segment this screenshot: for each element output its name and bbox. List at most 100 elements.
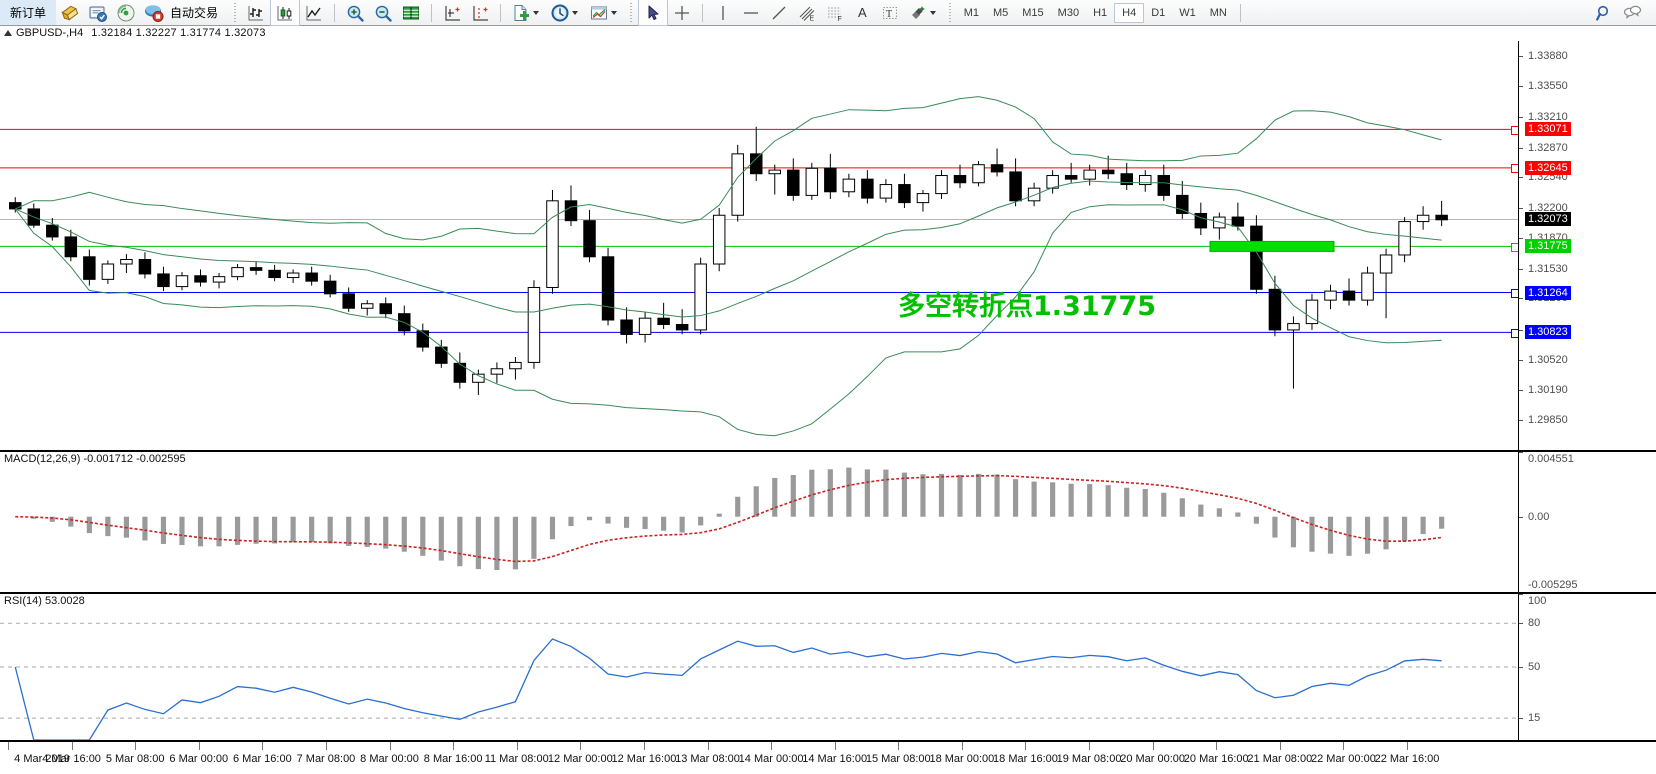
level-handle[interactable] xyxy=(1511,164,1519,174)
autotrading-button[interactable]: 自动交易 xyxy=(140,0,228,25)
time-tick xyxy=(1025,742,1027,750)
templates-dropdown-icon[interactable] xyxy=(611,10,618,15)
vertical-line-tool-icon[interactable] xyxy=(709,0,737,25)
price-tick xyxy=(1519,56,1523,58)
new-order-button[interactable]: 新订单 xyxy=(0,0,57,25)
timeframe-h1[interactable]: H1 xyxy=(1093,6,1108,19)
time-axis-label: 12 Mar 00:00 xyxy=(547,753,613,765)
new-chart-dropdown-icon[interactable] xyxy=(533,10,540,15)
signals-icon[interactable] xyxy=(112,0,140,25)
price-tick xyxy=(1519,420,1523,422)
macd-plot-area[interactable] xyxy=(0,452,1519,592)
time-tick xyxy=(643,742,645,750)
timeframe-m5[interactable]: M5 xyxy=(992,6,1009,19)
time-axis-label: 13 Mar 08:00 xyxy=(675,753,740,765)
time-axis-label: 8 Mar 00:00 xyxy=(360,753,419,765)
terminal-icon[interactable] xyxy=(84,0,112,25)
time-tick xyxy=(834,742,836,750)
period-dropdown-icon[interactable] xyxy=(572,10,579,15)
timeframe-m30[interactable]: M30 xyxy=(1057,6,1080,19)
timeframe-mn[interactable]: MN xyxy=(1209,6,1227,19)
search-icon[interactable] xyxy=(1590,0,1618,25)
price-pane[interactable]: 1.33880 1.33550 1.33210 1.32870 1.32540 1.322… xyxy=(0,41,1656,450)
period-button[interactable] xyxy=(546,0,585,25)
chart-container[interactable]: 1.33880 1.33550 1.33210 1.32870 1.32540 1.322… xyxy=(0,41,1656,773)
data-window-icon[interactable] xyxy=(56,0,84,25)
time-axis-label: 15 Mar 08:00 xyxy=(865,753,931,765)
cursor-tool-icon[interactable] xyxy=(638,0,669,26)
level-handle[interactable] xyxy=(1511,289,1519,299)
price-tick xyxy=(1519,298,1523,300)
chart-annotation-text[interactable]: 多空转折点1.31775 xyxy=(898,291,1156,322)
price-level-badge[interactable]: 1.31264 xyxy=(1525,285,1571,300)
collapse-triangle-icon[interactable] xyxy=(4,30,12,36)
shapes-dropdown-icon[interactable] xyxy=(929,10,936,15)
timeframe-w1[interactable]: W1 xyxy=(1179,6,1196,19)
price-level-badge[interactable]: 1.32645 xyxy=(1525,160,1571,175)
new-chart-button[interactable] xyxy=(507,0,546,25)
timeframe-m1[interactable]: M1 xyxy=(963,6,979,19)
zoom-out-icon[interactable] xyxy=(369,0,397,25)
price-tick xyxy=(1519,208,1523,210)
rsi-plot-area[interactable] xyxy=(0,594,1519,740)
crosshair-tool-icon[interactable] xyxy=(668,0,696,25)
level-handle[interactable] xyxy=(1511,125,1519,135)
equidistant-channel-tool-icon[interactable]: E xyxy=(793,0,821,25)
price-level-badge[interactable]: 1.33071 xyxy=(1525,122,1571,137)
horizontal-line-tool-icon[interactable] xyxy=(737,0,765,25)
price-level-badge[interactable]: 1.31775 xyxy=(1525,239,1571,254)
rsi-label: RSI(14) 53.0028 xyxy=(4,595,85,607)
candlestick-chart-icon[interactable] xyxy=(270,0,301,26)
price-chart-svg xyxy=(0,96,1519,437)
time-tick xyxy=(580,742,582,750)
tile-windows-icon[interactable] xyxy=(397,0,425,25)
toolbar-separator-3 xyxy=(945,3,954,22)
time-tick xyxy=(1279,742,1281,750)
macd-axis-label: 0.004551 xyxy=(1528,453,1574,465)
chat-icon[interactable] xyxy=(1618,0,1646,25)
time-axis[interactable]: 4 Mar 2019 4 Mar 16:00 5 Mar 08:00 6 Mar 00… xyxy=(0,742,1656,774)
rsi-tick xyxy=(1519,594,1523,595)
trendline-tool-icon[interactable] xyxy=(765,0,793,25)
price-plot-area[interactable] xyxy=(0,41,1519,450)
macd-axis-label: -0.005295 xyxy=(1528,579,1578,591)
bar-chart-icon[interactable] xyxy=(242,0,270,25)
symbol-ohlc: 1.32184 1.32227 1.31774 1.32073 xyxy=(91,27,266,39)
text-label-tool-icon[interactable]: T xyxy=(876,0,904,25)
time-tick xyxy=(325,742,327,750)
main-toolbar: 新订单 xyxy=(0,0,1656,26)
level-handle[interactable] xyxy=(1511,242,1519,252)
period-separators-icon[interactable] xyxy=(466,0,494,25)
time-axis-label: 20 Mar 00:00 xyxy=(1120,753,1186,765)
price-tick xyxy=(1519,177,1523,179)
timeframe-h4[interactable]: H4 xyxy=(1114,2,1145,23)
toolbar-divider xyxy=(334,3,336,22)
price-axis-label: 1.33880 xyxy=(1528,50,1568,63)
text-tool-icon[interactable]: A xyxy=(858,5,867,20)
price-tick xyxy=(1519,237,1523,239)
time-axis-label: 18 Mar 00:00 xyxy=(929,753,995,765)
toolbar-divider-4 xyxy=(702,3,704,22)
fibonacci-tool-icon[interactable]: F xyxy=(821,0,849,25)
templates-button[interactable] xyxy=(585,0,624,25)
rsi-axis[interactable]: 100 80 50 15 xyxy=(1519,594,1656,740)
level-handle[interactable] xyxy=(1511,328,1519,338)
grid-toggle-icon[interactable] xyxy=(438,0,466,25)
macd-axis[interactable]: 0.004551 0.00 -0.005295 xyxy=(1519,452,1656,593)
zoom-in-icon[interactable] xyxy=(341,0,369,25)
line-chart-icon[interactable] xyxy=(300,0,328,25)
timeframe-d1[interactable]: D1 xyxy=(1151,6,1166,19)
time-tick xyxy=(516,742,518,750)
macd-pane[interactable]: MACD(12,26,9) -0.001712 -0.002595 0.0045… xyxy=(0,452,1656,593)
timeframe-m15[interactable]: M15 xyxy=(1022,6,1044,19)
price-level-badge[interactable]: 1.30823 xyxy=(1525,325,1571,340)
time-tick xyxy=(453,742,455,750)
price-tick xyxy=(1519,359,1523,361)
shapes-tool-icon[interactable] xyxy=(904,0,943,25)
price-level-badge[interactable]: 1.32073 xyxy=(1525,212,1571,227)
price-tick xyxy=(1519,116,1523,118)
rsi-axis-label: 80 xyxy=(1528,617,1541,630)
rsi-pane[interactable]: RSI(14) 53.0028 100 80 50 15 xyxy=(0,594,1656,740)
price-axis[interactable]: 1.33880 1.33550 1.33210 1.32870 1.32540 1.322… xyxy=(1519,41,1656,450)
time-axis-label: 19 Mar 08:00 xyxy=(1056,753,1122,765)
